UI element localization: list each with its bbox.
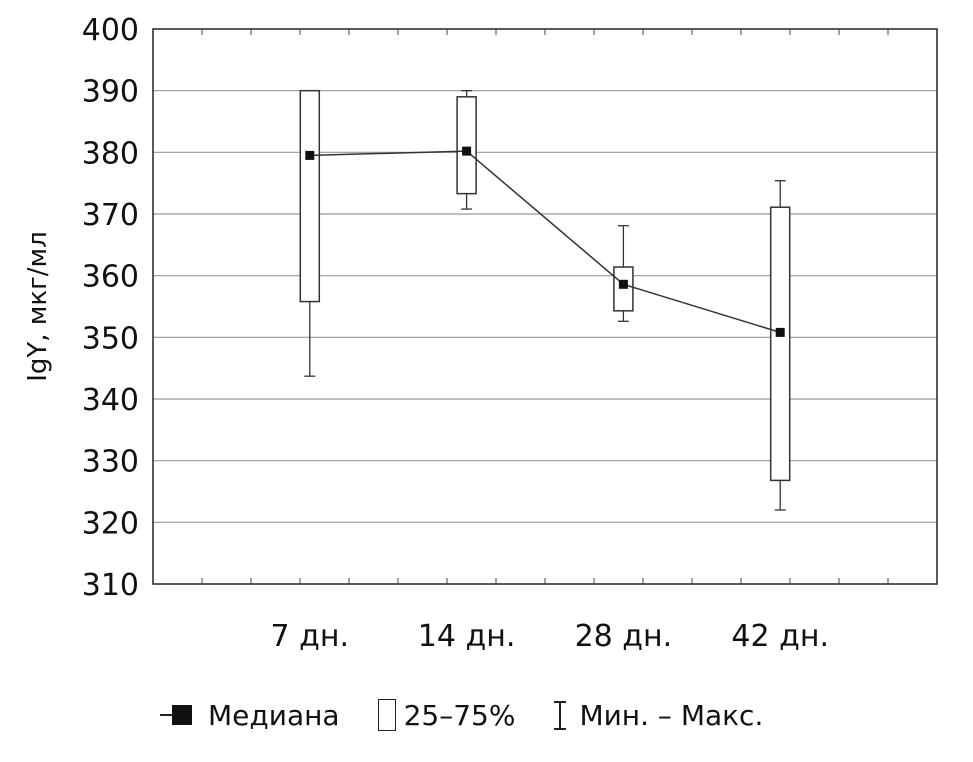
box-iqr: [613, 266, 634, 312]
median-markers: [305, 146, 785, 337]
y-axis-tick-labels: 310 320 330 340 350 360 370 380 390 400: [82, 13, 139, 603]
median-marker-icon: [160, 703, 200, 727]
box-range-icon: [377, 699, 396, 731]
legend-box-label: 25–75%: [403, 698, 516, 732]
median-marker: [618, 279, 628, 289]
x-tick-label: 14 дн.: [418, 619, 516, 654]
legend-item-range: Мин. – Макс.: [553, 699, 763, 732]
x-axis-tick-labels: 7 дн. 14 дн. 28 дн. 42 дн.: [271, 619, 829, 654]
y-tick-label: 400: [82, 13, 139, 48]
boxes: [299, 89, 791, 482]
whisker-range-icon: [553, 699, 567, 731]
x-tick-label: 7 дн.: [271, 619, 350, 654]
y-tick-label: 320: [82, 506, 139, 541]
y-tick-label: 370: [82, 198, 139, 233]
median-connecting-line: [309, 150, 781, 334]
plot-area-frame: [152, 28, 938, 585]
x-tick-label: 28 дн.: [575, 619, 673, 654]
legend: Медиана 25–75% Мин. – Макс.: [160, 690, 763, 740]
y-tick-label: 330: [82, 445, 139, 480]
y-axis-label: IgY, мкг/мл: [23, 231, 53, 382]
y-tick-label: 390: [82, 75, 139, 110]
median-marker: [462, 146, 472, 156]
median-marker: [775, 327, 785, 337]
y-tick-label: 360: [82, 260, 139, 295]
minor-ticks: [201, 29, 889, 584]
legend-item-box: 25–75%: [377, 698, 516, 732]
legend-item-median: Медиана: [160, 699, 340, 732]
legend-median-label: Медиана: [208, 698, 340, 732]
boxplot-chart: 310 320 330 340 350 360 370 380 390 400 7 дн. 14 д…: [23, 13, 938, 654]
legend-range-label: Мин. – Макс.: [579, 698, 764, 732]
y-tick-label: 310: [82, 568, 139, 603]
median-marker: [305, 150, 315, 160]
x-tick-label: 42 дн.: [731, 619, 829, 654]
box-iqr: [769, 206, 791, 482]
y-tick-label: 380: [82, 136, 139, 171]
grid-lines: [153, 90, 937, 523]
box-iqr: [299, 89, 321, 303]
y-tick-label: 340: [82, 383, 139, 418]
box-iqr: [456, 96, 477, 195]
y-tick-label: 350: [82, 321, 139, 356]
